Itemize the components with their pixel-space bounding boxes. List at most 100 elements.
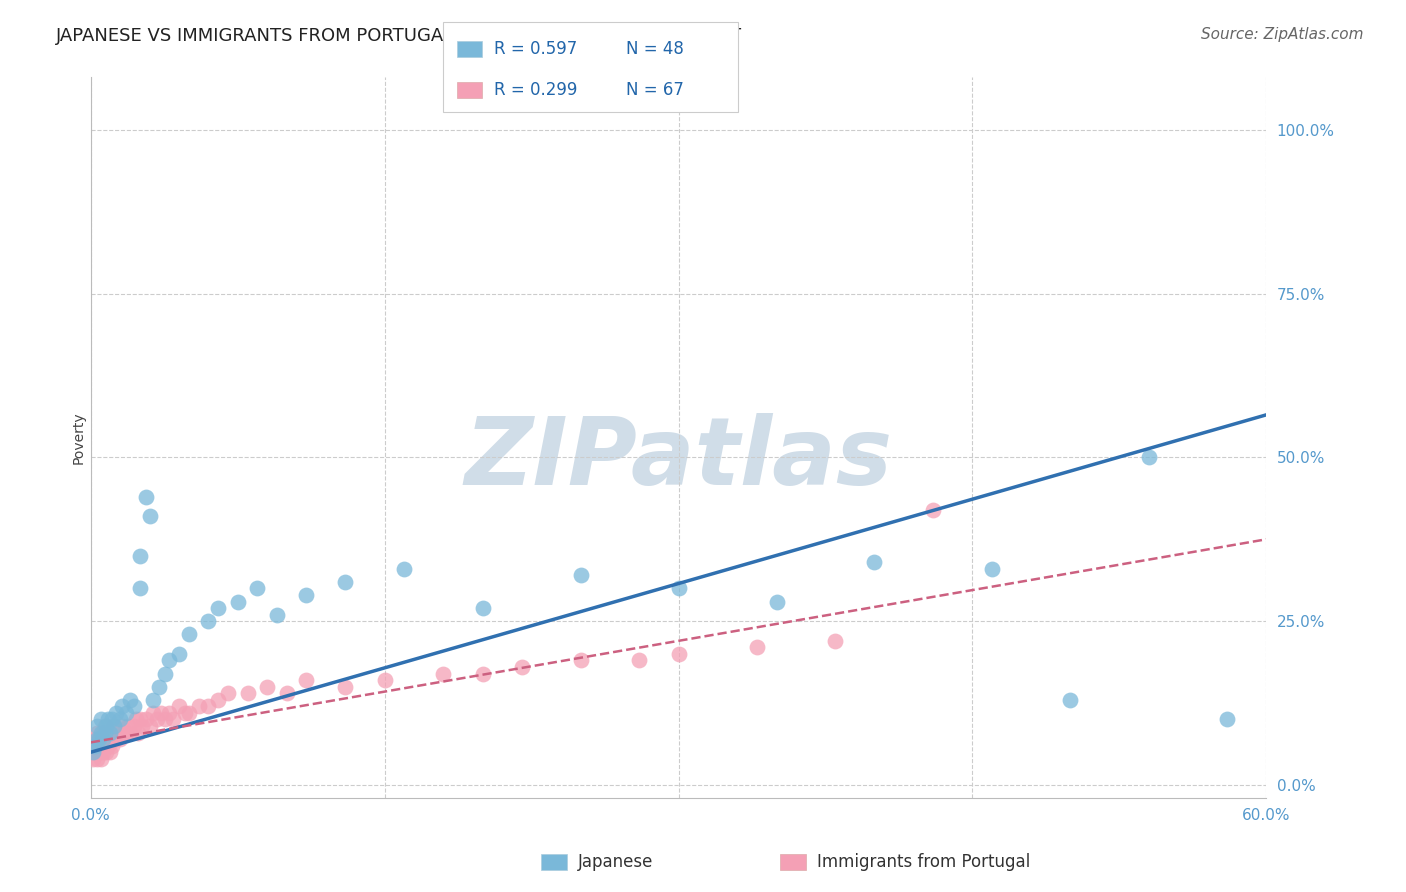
Point — [1137, 450, 1160, 465]
Text: JAPANESE VS IMMIGRANTS FROM PORTUGAL POVERTY CORRELATION CHART: JAPANESE VS IMMIGRANTS FROM PORTUGAL POV… — [56, 27, 742, 45]
Point — [510, 660, 533, 674]
Point — [226, 594, 249, 608]
Point — [90, 752, 112, 766]
Point — [100, 725, 122, 739]
Point — [138, 719, 160, 733]
Point — [127, 725, 149, 739]
Point — [981, 562, 1004, 576]
Point — [668, 582, 690, 596]
Point — [115, 706, 138, 720]
Point — [157, 653, 180, 667]
Point — [207, 601, 229, 615]
Point — [118, 693, 141, 707]
Point — [135, 713, 157, 727]
Point — [824, 633, 846, 648]
Point — [471, 666, 494, 681]
Point — [105, 732, 128, 747]
Point — [111, 719, 134, 733]
Point — [97, 713, 120, 727]
Point — [86, 719, 108, 733]
Point — [1216, 713, 1239, 727]
Point — [173, 706, 195, 720]
Point — [101, 739, 124, 753]
Point — [96, 732, 118, 747]
Point — [256, 680, 278, 694]
Point — [90, 725, 112, 739]
Point — [111, 699, 134, 714]
Point — [146, 713, 169, 727]
Point — [93, 725, 115, 739]
Point — [569, 568, 592, 582]
Point — [471, 601, 494, 615]
Point — [83, 739, 105, 753]
Text: N = 48: N = 48 — [626, 40, 683, 58]
Point — [167, 699, 190, 714]
Point — [295, 673, 318, 687]
Text: Source: ZipAtlas.com: Source: ZipAtlas.com — [1201, 27, 1364, 42]
Point — [112, 725, 135, 739]
Point — [87, 745, 110, 759]
Text: R = 0.299: R = 0.299 — [494, 81, 576, 99]
Point — [765, 594, 787, 608]
Point — [138, 509, 160, 524]
Point — [83, 745, 105, 759]
Point — [177, 627, 200, 641]
Point — [86, 725, 108, 739]
Point — [394, 562, 416, 576]
Point — [97, 725, 120, 739]
Point — [246, 582, 269, 596]
Point — [100, 732, 122, 747]
Point — [82, 739, 104, 753]
Point — [96, 745, 118, 759]
Point — [131, 719, 153, 733]
Point — [82, 752, 104, 766]
Point — [125, 713, 148, 727]
Point — [207, 693, 229, 707]
Point — [87, 732, 110, 747]
Point — [91, 732, 114, 747]
Point — [142, 706, 165, 720]
Point — [90, 713, 112, 727]
Point — [335, 680, 357, 694]
Point — [103, 719, 125, 733]
Point — [148, 680, 170, 694]
Point — [91, 725, 114, 739]
Y-axis label: Poverty: Poverty — [72, 411, 86, 464]
Point — [745, 640, 768, 655]
Point — [266, 607, 288, 622]
Point — [922, 503, 945, 517]
Point — [103, 732, 125, 747]
Point — [100, 745, 122, 759]
Point — [107, 725, 129, 739]
Point — [86, 732, 108, 747]
Point — [82, 745, 104, 759]
Point — [236, 686, 259, 700]
Point — [122, 719, 145, 733]
Point — [197, 699, 219, 714]
Text: R = 0.597: R = 0.597 — [494, 40, 576, 58]
Text: Japanese: Japanese — [578, 853, 654, 871]
Point — [295, 588, 318, 602]
Point — [197, 614, 219, 628]
Point — [86, 752, 108, 766]
Point — [155, 666, 177, 681]
Point — [150, 706, 173, 720]
Point — [569, 653, 592, 667]
Point — [93, 719, 115, 733]
Point — [108, 732, 131, 747]
Point — [155, 713, 177, 727]
Point — [101, 713, 124, 727]
Point — [187, 699, 209, 714]
Point — [108, 713, 131, 727]
Point — [628, 653, 651, 667]
Point — [128, 549, 150, 563]
Point — [374, 673, 396, 687]
Point — [668, 647, 690, 661]
Text: Immigrants from Portugal: Immigrants from Portugal — [817, 853, 1031, 871]
Point — [177, 706, 200, 720]
Point — [863, 555, 886, 569]
Point — [115, 725, 138, 739]
Point — [103, 719, 125, 733]
Point — [86, 739, 108, 753]
Point — [217, 686, 239, 700]
